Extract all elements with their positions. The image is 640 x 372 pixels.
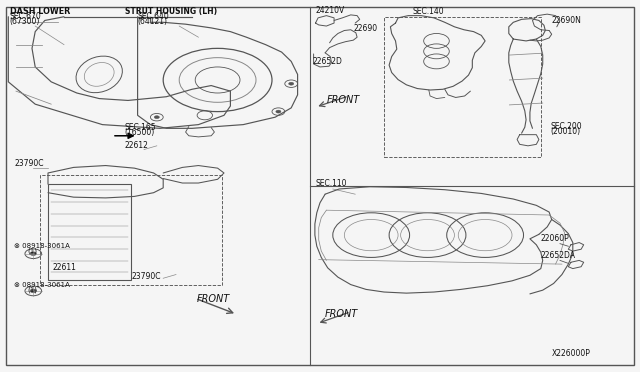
Text: 22690: 22690 xyxy=(353,24,378,33)
Circle shape xyxy=(289,82,294,85)
Text: X226000P: X226000P xyxy=(552,349,591,358)
Text: ⊗ 08918-3061A: ⊗ 08918-3061A xyxy=(14,243,70,249)
Bar xyxy=(48,184,131,280)
Circle shape xyxy=(154,116,159,119)
Text: 23790C: 23790C xyxy=(14,159,44,168)
Text: 22652DA: 22652DA xyxy=(541,251,576,260)
Text: (1): (1) xyxy=(27,287,37,293)
Text: 22652D: 22652D xyxy=(312,57,342,66)
Text: (20010): (20010) xyxy=(550,127,580,136)
Text: SEC.640: SEC.640 xyxy=(138,12,170,21)
Text: SEC.670: SEC.670 xyxy=(10,12,42,21)
Text: SEC.200: SEC.200 xyxy=(550,122,582,131)
Text: SEC.110: SEC.110 xyxy=(316,179,347,188)
Text: (16500): (16500) xyxy=(125,128,155,137)
Text: ⊗ 08918-3061A: ⊗ 08918-3061A xyxy=(14,282,70,288)
Text: SEC.140: SEC.140 xyxy=(413,7,444,16)
Text: FRONT: FRONT xyxy=(326,95,360,105)
Circle shape xyxy=(30,252,36,256)
Text: STRUT HOUSING (LH): STRUT HOUSING (LH) xyxy=(125,7,217,16)
Text: 22612: 22612 xyxy=(125,141,148,150)
Text: SEC.165: SEC.165 xyxy=(125,123,156,132)
Text: 24210V: 24210V xyxy=(316,6,345,15)
Text: DASH LOWER: DASH LOWER xyxy=(10,7,70,16)
Bar xyxy=(384,17,541,157)
Text: (1): (1) xyxy=(27,248,37,254)
Text: 22060P: 22060P xyxy=(541,234,570,243)
Text: FRONT: FRONT xyxy=(325,309,358,319)
Text: 22690N: 22690N xyxy=(552,16,582,25)
Text: (67300): (67300) xyxy=(10,17,40,26)
Text: 22611: 22611 xyxy=(52,263,76,272)
Bar xyxy=(40,175,222,285)
Circle shape xyxy=(276,110,281,113)
Circle shape xyxy=(30,289,36,293)
Text: (64121): (64121) xyxy=(138,17,168,26)
Text: FRONT: FRONT xyxy=(197,294,230,304)
Text: 23790C: 23790C xyxy=(131,272,161,281)
